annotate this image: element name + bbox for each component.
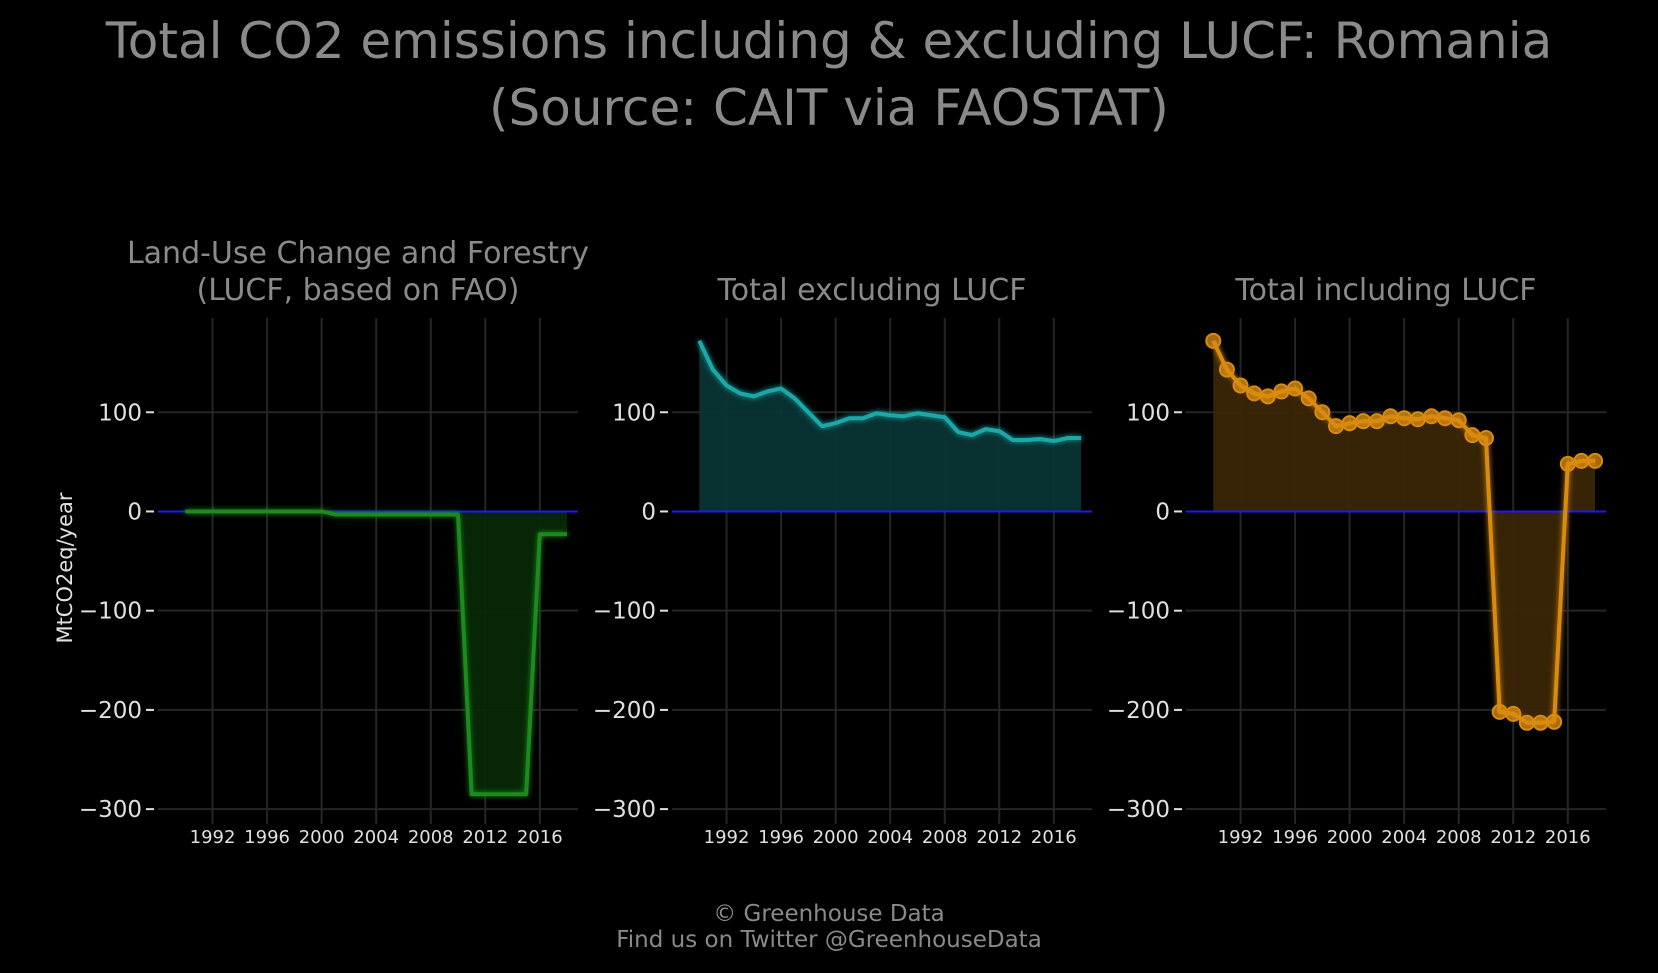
footer-copyright: © Greenhouse Data xyxy=(713,901,945,927)
data-point xyxy=(1328,418,1344,435)
panel-2: 100 0 −100 −200 −300 1992 1996 2000 2004 2008 2012… xyxy=(593,273,1092,848)
data-point xyxy=(1587,452,1604,469)
y-tick-label: −200 xyxy=(1107,698,1170,724)
y-tick-label: −100 xyxy=(79,599,142,625)
y-tick-label: −300 xyxy=(1107,797,1170,823)
data-point xyxy=(1423,408,1440,425)
data-point xyxy=(1532,714,1549,731)
x-tick-label: 2004 xyxy=(353,827,399,848)
y-axis-label: MtCO2eq/year xyxy=(53,492,77,643)
x-tick-label: 2012 xyxy=(462,827,508,848)
data-point xyxy=(1205,332,1222,349)
series-line xyxy=(697,339,1082,444)
x-tick-label: 2004 xyxy=(1381,827,1427,848)
x-tick-label: 2000 xyxy=(1327,827,1373,848)
x-tick-label: 1992 xyxy=(704,827,750,848)
series-area xyxy=(185,511,568,795)
data-point xyxy=(1259,388,1276,405)
data-point xyxy=(1518,714,1535,731)
data-point xyxy=(1546,713,1563,730)
panel-3: 100 0 −100 −200 −300 1992 1996 2000 2004 2008 2012… xyxy=(1107,273,1606,848)
data-point xyxy=(1478,430,1494,447)
data-point xyxy=(1409,411,1426,428)
x-tick-label: 2008 xyxy=(408,827,454,848)
x-tick-label: 2008 xyxy=(922,827,968,848)
series-area xyxy=(1213,340,1596,723)
x-tick-label: 2012 xyxy=(1490,827,1536,848)
y-tick-label: 0 xyxy=(127,499,142,525)
x-tick-label: 2016 xyxy=(517,827,563,848)
data-point xyxy=(1232,377,1249,394)
data-point xyxy=(1491,703,1508,720)
chart-title: Total CO2 emissions including & excludin… xyxy=(105,12,1552,70)
y-tick-label: −100 xyxy=(1107,599,1170,625)
data-point xyxy=(1287,380,1304,397)
chart-subtitle: (Source: CAIT via FAOSTAT) xyxy=(489,79,1169,137)
data-point xyxy=(1273,383,1290,400)
data-point xyxy=(1382,408,1399,425)
x-tick-label: 1996 xyxy=(1272,827,1318,848)
data-point xyxy=(1300,390,1317,407)
y-tick-label: 100 xyxy=(1126,400,1170,426)
panel-title: Total excluding LUCF xyxy=(717,273,1027,308)
y-tick-label: 100 xyxy=(98,400,142,426)
y-tick-label: 0 xyxy=(641,499,656,525)
x-tick-label: 2000 xyxy=(813,827,859,848)
x-tick-label: 1996 xyxy=(758,827,804,848)
series-line xyxy=(185,509,568,797)
data-point xyxy=(1573,452,1590,469)
x-tick-label: 2016 xyxy=(1031,827,1077,848)
data-point xyxy=(1559,455,1576,472)
y-tick-label: −100 xyxy=(593,599,656,625)
panel-title: (LUCF, based on FAO) xyxy=(197,273,520,308)
y-tick-label: 100 xyxy=(612,400,656,426)
y-tick-label: −200 xyxy=(593,698,656,724)
data-point xyxy=(1437,410,1454,427)
data-point xyxy=(1218,361,1235,378)
x-tick-label: 2000 xyxy=(299,827,345,848)
y-tick-label: 0 xyxy=(1155,499,1170,525)
x-tick-label: 2004 xyxy=(867,827,913,848)
y-tick-label: −200 xyxy=(79,698,142,724)
x-tick-label: 2008 xyxy=(1436,827,1482,848)
x-tick-label: 1992 xyxy=(190,827,236,848)
data-point xyxy=(1396,410,1413,427)
data-point xyxy=(1246,385,1263,402)
y-tick-label: −300 xyxy=(593,797,656,823)
y-tick-label: −300 xyxy=(79,797,142,823)
panel-1: 100 0 −100 −200 −300 1992 1996 2000 2004 2008 2012… xyxy=(79,236,589,848)
series-area xyxy=(699,340,1082,512)
footer-twitter: Find us on Twitter @GreenhouseData xyxy=(616,927,1042,953)
x-tick-label: 2012 xyxy=(976,827,1022,848)
x-tick-label: 1996 xyxy=(244,827,290,848)
x-tick-label: 2016 xyxy=(1545,827,1591,848)
data-point xyxy=(1505,705,1522,722)
data-point xyxy=(1314,404,1331,421)
panel-title: Land-Use Change and Forestry xyxy=(127,236,589,271)
x-tick-label: 1992 xyxy=(1218,827,1264,848)
data-point xyxy=(1341,415,1358,432)
data-point xyxy=(1355,413,1372,430)
panel-title: Total including LUCF xyxy=(1234,273,1536,308)
chart-panels: 100 0 −100 −200 −300 1992 1996 2000 2004 2008 2012… xyxy=(79,236,1606,848)
data-point xyxy=(1464,427,1481,444)
data-point xyxy=(1450,412,1467,429)
data-point xyxy=(1368,413,1385,430)
